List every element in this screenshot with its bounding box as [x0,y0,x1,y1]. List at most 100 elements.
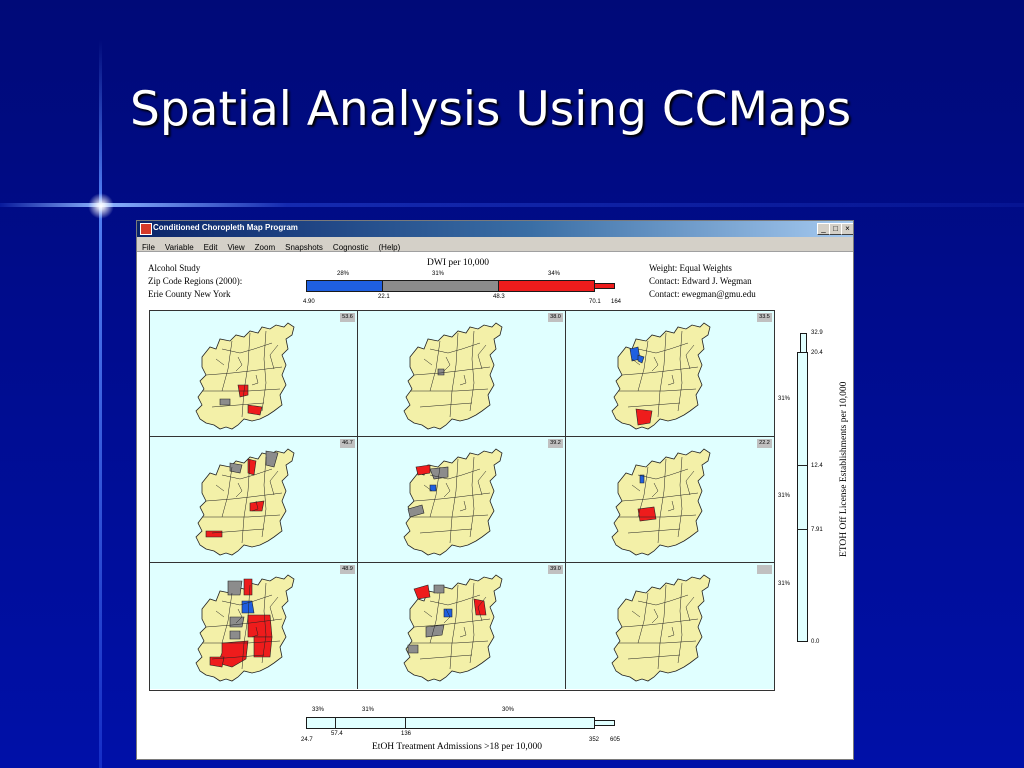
bottom-slider-val-0: 24.7 [301,737,313,743]
zip-boundary [627,528,681,534]
bottom-slider-divider-2[interactable] [405,717,406,729]
zip-boundary [410,640,489,644]
zip-region-high [243,578,253,596]
zip-boundary [261,330,267,412]
zip-boundary [651,608,659,624]
zip-boundary [221,340,233,392]
right-slider-val-2: 12.4 [811,463,823,469]
zip-region-high [253,636,273,658]
zip-boundary [221,342,273,354]
zip-boundary [419,528,473,534]
county-map [195,448,295,556]
zip-boundary [657,584,667,670]
zip-boundary [677,456,683,538]
map-panel-2-3[interactable]: 22.2 [566,437,774,563]
zip-boundary [251,374,259,386]
info-contact-email: Contact: ewegman@gmu.edu [649,289,756,299]
map-panel-3-3[interactable] [566,563,774,689]
map-panel-1-3[interactable]: 33.5 [566,311,774,437]
decor-vertical-line [99,40,102,768]
zip-boundary [241,584,251,670]
bottom-slider-pct-mid: 31% [362,707,375,713]
top-slider-val-3: 70.1 [589,299,601,305]
menu-variable[interactable]: Variable [164,243,194,252]
zip-boundary [235,608,243,624]
zip-boundary [618,388,697,392]
top-slider-low-segment[interactable] [306,280,383,292]
zip-region-mid [407,504,425,518]
menu-view[interactable]: View [227,243,245,252]
zip-boundary [449,584,459,670]
top-slider-tail[interactable] [594,283,615,289]
zip-boundary [205,492,283,502]
top-slider-high-segment[interactable] [498,280,595,292]
zip-region-mid [227,580,243,596]
menu-cognostic[interactable]: Cognostic [332,243,369,252]
zip-boundary [429,340,441,392]
zip-region-mid [437,368,445,376]
bottom-slider-pct-high: 30% [502,707,515,713]
map-panel-2-2[interactable]: 39.2 [358,437,566,563]
zip-boundary [469,330,475,412]
zip-region-mid [219,398,231,406]
zip-region-high [413,584,431,600]
map-panel-3-1[interactable]: 48.9 [150,563,358,689]
zip-boundary [631,484,641,492]
right-slider-val-3: 7.91 [811,527,823,533]
menu-zoom[interactable]: Zoom [254,243,276,252]
map-panel-2-1[interactable]: 46.7 [150,437,358,563]
right-slider-divider-upper[interactable] [797,465,808,466]
zip-boundary [621,492,699,502]
panel-value-badge: 38.0 [548,313,563,322]
zip-boundary [449,458,459,544]
zip-boundary [215,484,225,492]
zip-region-mid [229,630,241,640]
zip-boundary [459,374,467,386]
zip-region-mid [425,624,445,638]
zip-boundary [685,596,695,622]
right-slider-track[interactable] [797,352,808,642]
zip-region-high [209,656,225,668]
zip-boundary [241,458,251,544]
zip-boundary [637,468,689,480]
info-study: Alcohol Study [148,263,201,273]
top-slider-val-2: 48.3 [493,294,505,300]
close-button[interactable]: × [841,223,853,235]
map-panel-1-1[interactable]: 53.6 [150,311,358,437]
zip-boundary [211,528,265,534]
window-titlebar[interactable]: Conditioned Choropleth Map Program _ □ × [137,221,853,237]
map-panel-1-2[interactable]: 38.0 [358,311,566,437]
info-weight: Weight: Equal Weights [649,263,732,273]
menu-help[interactable]: (Help) [378,243,401,252]
bottom-slider-divider-1[interactable] [335,717,336,729]
zip-region-mid [407,644,419,654]
zip-boundary [459,626,467,638]
zip-boundary [677,330,683,412]
bottom-slider-val-2: 136 [401,731,412,737]
zip-boundary [211,402,265,408]
county-outline [403,448,503,556]
county-outline [195,448,295,556]
panel-value-badge: 46.7 [340,439,355,448]
menu-file[interactable]: File [142,243,155,252]
right-slider-val-1: 20.4 [811,350,823,356]
zip-boundary [627,402,681,408]
zip-boundary [423,358,433,366]
bottom-slider-tail[interactable] [594,720,615,726]
zip-boundary [251,500,259,512]
zip-region-high [473,598,487,616]
menu-edit[interactable]: Edit [203,243,218,252]
zip-boundary [631,358,641,366]
right-slider-divider-lower[interactable] [797,529,808,530]
map-panel-3-2[interactable]: 39.0 [358,563,566,689]
county-outline [611,322,711,430]
zip-boundary [261,582,267,664]
bottom-slider-track[interactable] [306,717,595,729]
menu-snapshots[interactable]: Snapshots [285,243,323,252]
right-slider-cap[interactable] [800,333,807,353]
top-slider-mid-segment[interactable] [382,280,499,292]
zip-boundary [235,356,243,372]
zip-boundary [449,332,459,418]
decor-horizontal-line [0,203,1024,207]
zip-boundary [621,366,699,376]
